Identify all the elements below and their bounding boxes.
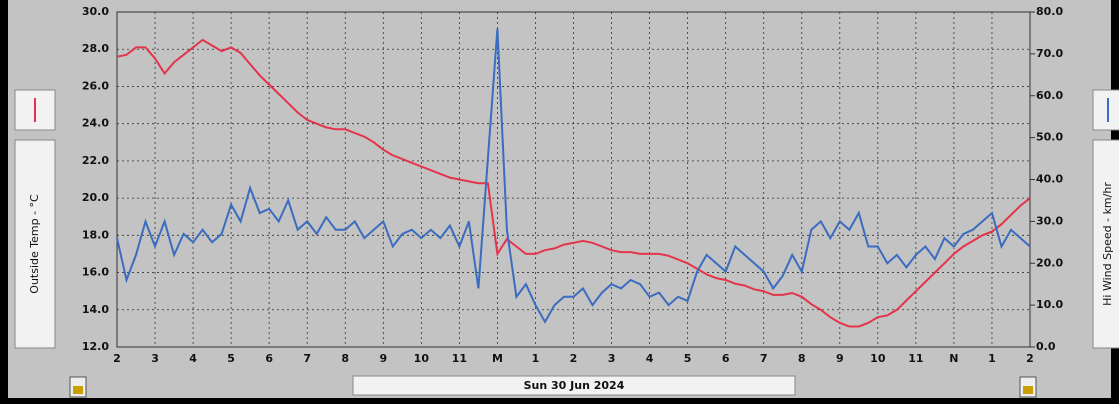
x-tick-label: N bbox=[949, 352, 958, 365]
right-legend-box[interactable] bbox=[1092, 89, 1119, 131]
y2-tick-label: 0.0 bbox=[1036, 340, 1056, 353]
y-tick-label: 26.0 bbox=[82, 79, 109, 92]
y-tick-label: 22.0 bbox=[82, 154, 109, 167]
x-tick-label: 8 bbox=[798, 352, 806, 365]
y-tick-label: 14.0 bbox=[82, 303, 109, 316]
left-axis-label-box bbox=[14, 139, 56, 349]
x-tick-label: 8 bbox=[341, 352, 349, 365]
y-tick-label: 12.0 bbox=[82, 340, 109, 353]
y2-tick-label: 40.0 bbox=[1036, 173, 1063, 186]
x-tick-label: 10 bbox=[414, 352, 430, 365]
x-tick-label: 4 bbox=[646, 352, 654, 365]
x-tick-label: 7 bbox=[303, 352, 311, 365]
right-axis-label-box bbox=[1092, 139, 1119, 349]
x-tick-label: 1 bbox=[988, 352, 996, 365]
y-axis-label: Outside Temp - °C bbox=[28, 194, 41, 294]
y2-tick-label: 50.0 bbox=[1036, 131, 1063, 144]
x-axis-label: Sun 30 Jun 2024 bbox=[524, 379, 625, 392]
y2-tick-label: 60.0 bbox=[1036, 89, 1063, 102]
x-tick-label: 5 bbox=[227, 352, 235, 365]
x-tick-label: 2 bbox=[570, 352, 578, 365]
x-tick-label: 9 bbox=[836, 352, 844, 365]
x-tick-label: 11 bbox=[452, 352, 467, 365]
y2-tick-label: 20.0 bbox=[1036, 256, 1063, 269]
lock-right[interactable] bbox=[1019, 376, 1037, 398]
series-line bbox=[116, 38, 1031, 328]
x-tick-label: 2 bbox=[1026, 352, 1034, 365]
y-tick-label: 18.0 bbox=[82, 228, 109, 241]
y2-tick-label: 70.0 bbox=[1036, 47, 1063, 60]
x-tick-label: 9 bbox=[379, 352, 387, 365]
y-tick-label: 24.0 bbox=[82, 117, 109, 130]
x-tick-label: 2 bbox=[113, 352, 121, 365]
x-tick-label: 7 bbox=[760, 352, 768, 365]
x-tick-label: 4 bbox=[189, 352, 197, 365]
x-tick-label: 6 bbox=[722, 352, 730, 365]
y-tick-label: 16.0 bbox=[82, 266, 109, 279]
y2-tick-label: 80.0 bbox=[1036, 5, 1063, 18]
y2-axis-label: Hi Wind Speed - km/hr bbox=[1101, 182, 1114, 306]
x-tick-label: 10 bbox=[870, 352, 886, 365]
x-tick-label: 1 bbox=[532, 352, 540, 365]
y-tick-label: 30.0 bbox=[82, 5, 109, 18]
date-bar[interactable] bbox=[352, 375, 796, 396]
y-tick-label: 28.0 bbox=[82, 42, 109, 55]
x-tick-label: 5 bbox=[684, 352, 692, 365]
x-tick-label: 3 bbox=[608, 352, 616, 365]
y-tick-label: 20.0 bbox=[82, 191, 109, 204]
y2-tick-label: 30.0 bbox=[1036, 214, 1063, 227]
x-tick-label: M bbox=[492, 352, 503, 365]
lock-left[interactable] bbox=[69, 376, 87, 398]
y2-tick-label: 10.0 bbox=[1036, 298, 1063, 311]
x-tick-label: 3 bbox=[151, 352, 159, 365]
series-line bbox=[116, 28, 1031, 324]
x-tick-label: 6 bbox=[265, 352, 273, 365]
x-tick-label: 11 bbox=[908, 352, 923, 365]
